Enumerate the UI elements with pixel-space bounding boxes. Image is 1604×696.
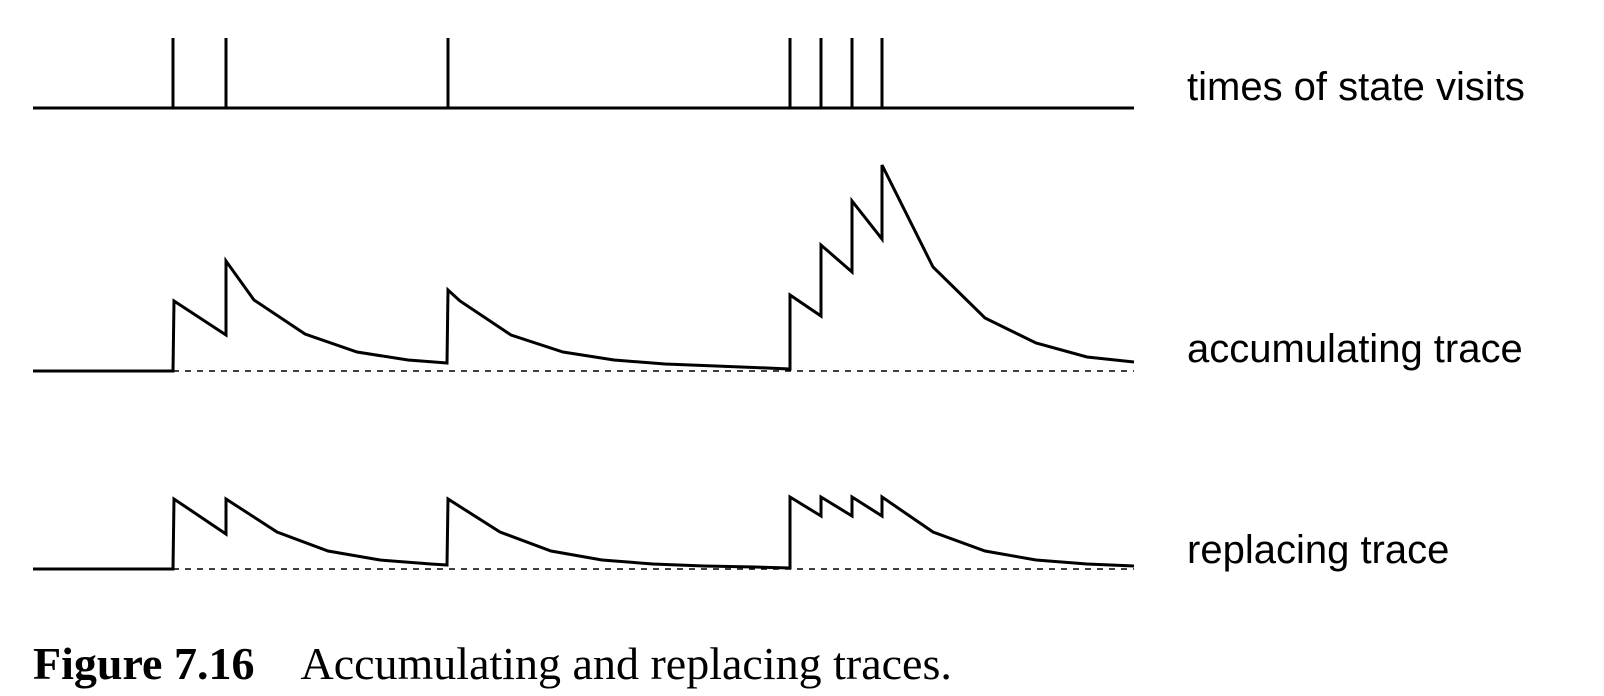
replacing-trace-curve [33, 494, 1135, 571]
replacing-trace-plot [33, 494, 1135, 571]
accumulating-trace-curve [33, 164, 1135, 373]
visits-label: times of state visits [1187, 65, 1525, 109]
figure-number: Figure 7.16 [33, 638, 255, 689]
caption-text: Accumulating and replacing traces. [300, 638, 952, 689]
accumulating-trace-label: accumulating trace [1187, 327, 1523, 371]
accumulating-trace-plot [33, 164, 1135, 373]
replacing-trace-label: replacing trace [1187, 528, 1450, 572]
visit-timeline [33, 38, 1134, 110]
trace-diagram [33, 38, 1135, 571]
figure-caption: Figure 7.16 Accumulating and replacing tr… [33, 641, 952, 687]
